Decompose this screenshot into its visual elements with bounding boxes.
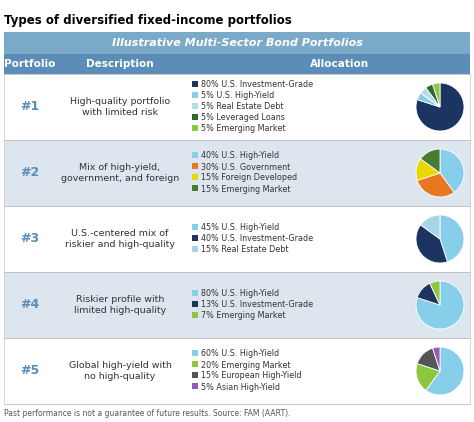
Text: 13% U.S. Investment-Grade: 13% U.S. Investment-Grade [201,300,313,309]
Text: 20% Emerging Market: 20% Emerging Market [201,360,291,370]
Text: 15% European High-Yield: 15% European High-Yield [201,371,301,381]
Text: Mix of high-yield,
government, and foreign: Mix of high-yield, government, and forei… [61,162,179,184]
Wedge shape [440,215,464,262]
Text: Illustrative Multi-Sector Bond Portfolios: Illustrative Multi-Sector Bond Portfolio… [111,38,363,48]
FancyBboxPatch shape [192,300,198,306]
Text: #4: #4 [20,298,40,311]
Wedge shape [420,149,440,173]
FancyBboxPatch shape [192,174,198,180]
Wedge shape [417,173,454,197]
Wedge shape [416,159,440,181]
FancyBboxPatch shape [192,114,198,119]
Text: 7% Emerging Market: 7% Emerging Market [201,311,285,320]
FancyBboxPatch shape [192,124,198,130]
Text: #3: #3 [20,233,39,246]
Wedge shape [420,88,440,107]
FancyBboxPatch shape [192,235,198,241]
Text: 5% Asian High-Yield: 5% Asian High-Yield [201,382,280,392]
Text: High-quality portfolio
with limited risk: High-quality portfolio with limited risk [70,97,170,117]
FancyBboxPatch shape [4,140,470,206]
Text: 30% U.S. Government: 30% U.S. Government [201,162,290,171]
FancyBboxPatch shape [192,350,198,356]
Text: 40% U.S. Investment-Grade: 40% U.S. Investment-Grade [201,234,313,243]
Text: Past performance is not a guarantee of future results. Source: FAM (AART).: Past performance is not a guarantee of f… [4,409,291,418]
FancyBboxPatch shape [192,372,198,378]
FancyBboxPatch shape [4,272,470,338]
Text: #1: #1 [20,100,40,114]
FancyBboxPatch shape [4,74,470,140]
FancyBboxPatch shape [192,92,198,97]
FancyBboxPatch shape [192,383,198,389]
FancyBboxPatch shape [4,32,470,54]
FancyBboxPatch shape [4,338,470,404]
Text: 5% Leveraged Loans: 5% Leveraged Loans [201,113,285,122]
Text: 80% U.S. High-Yield: 80% U.S. High-Yield [201,289,279,298]
FancyBboxPatch shape [192,81,198,87]
Wedge shape [433,347,440,371]
FancyBboxPatch shape [192,103,198,108]
FancyBboxPatch shape [192,185,198,191]
FancyBboxPatch shape [4,54,470,74]
Wedge shape [416,225,447,263]
Text: 15% Foreign Developed: 15% Foreign Developed [201,173,297,182]
FancyBboxPatch shape [192,224,198,230]
Wedge shape [416,364,440,390]
Text: 5% Emerging Market: 5% Emerging Market [201,124,285,133]
FancyBboxPatch shape [192,246,198,252]
Wedge shape [417,348,440,371]
Text: 40% U.S. High-Yield: 40% U.S. High-Yield [201,151,279,160]
Wedge shape [417,93,440,107]
Text: Global high-yield with
no high-quality: Global high-yield with no high-quality [69,361,172,381]
Wedge shape [433,83,440,107]
Text: Portfolio: Portfolio [4,59,55,69]
Text: 15% Real Estate Debt: 15% Real Estate Debt [201,245,289,254]
Text: 5% U.S. High-Yield: 5% U.S. High-Yield [201,91,274,100]
Wedge shape [426,347,464,395]
Text: 60% U.S. High-Yield: 60% U.S. High-Yield [201,349,279,359]
Text: U.S.-centered mix of
riskier and high-quality: U.S.-centered mix of riskier and high-qu… [65,229,175,249]
FancyBboxPatch shape [4,206,470,272]
FancyBboxPatch shape [192,289,198,295]
Wedge shape [420,215,440,239]
Wedge shape [426,84,440,107]
Text: Allocation: Allocation [310,59,370,69]
FancyBboxPatch shape [192,163,198,169]
Text: 5% Real Estate Debt: 5% Real Estate Debt [201,102,283,111]
Text: Types of diversified fixed-income portfolios: Types of diversified fixed-income portfo… [4,14,292,27]
Text: 45% U.S. High-Yield: 45% U.S. High-Yield [201,223,279,232]
Text: #2: #2 [20,167,40,179]
Wedge shape [417,283,440,305]
FancyBboxPatch shape [192,311,198,317]
Wedge shape [416,83,464,131]
Wedge shape [430,281,440,305]
FancyBboxPatch shape [192,152,198,158]
Wedge shape [416,281,464,329]
Text: Riskier profile with
limited high-quality: Riskier profile with limited high-qualit… [74,295,166,315]
Text: #5: #5 [20,365,40,378]
Wedge shape [440,149,464,192]
FancyBboxPatch shape [192,361,198,367]
Text: 15% Emerging Market: 15% Emerging Market [201,184,291,194]
Text: 80% U.S. Investment-Grade: 80% U.S. Investment-Grade [201,80,313,89]
Text: Description: Description [86,59,154,69]
